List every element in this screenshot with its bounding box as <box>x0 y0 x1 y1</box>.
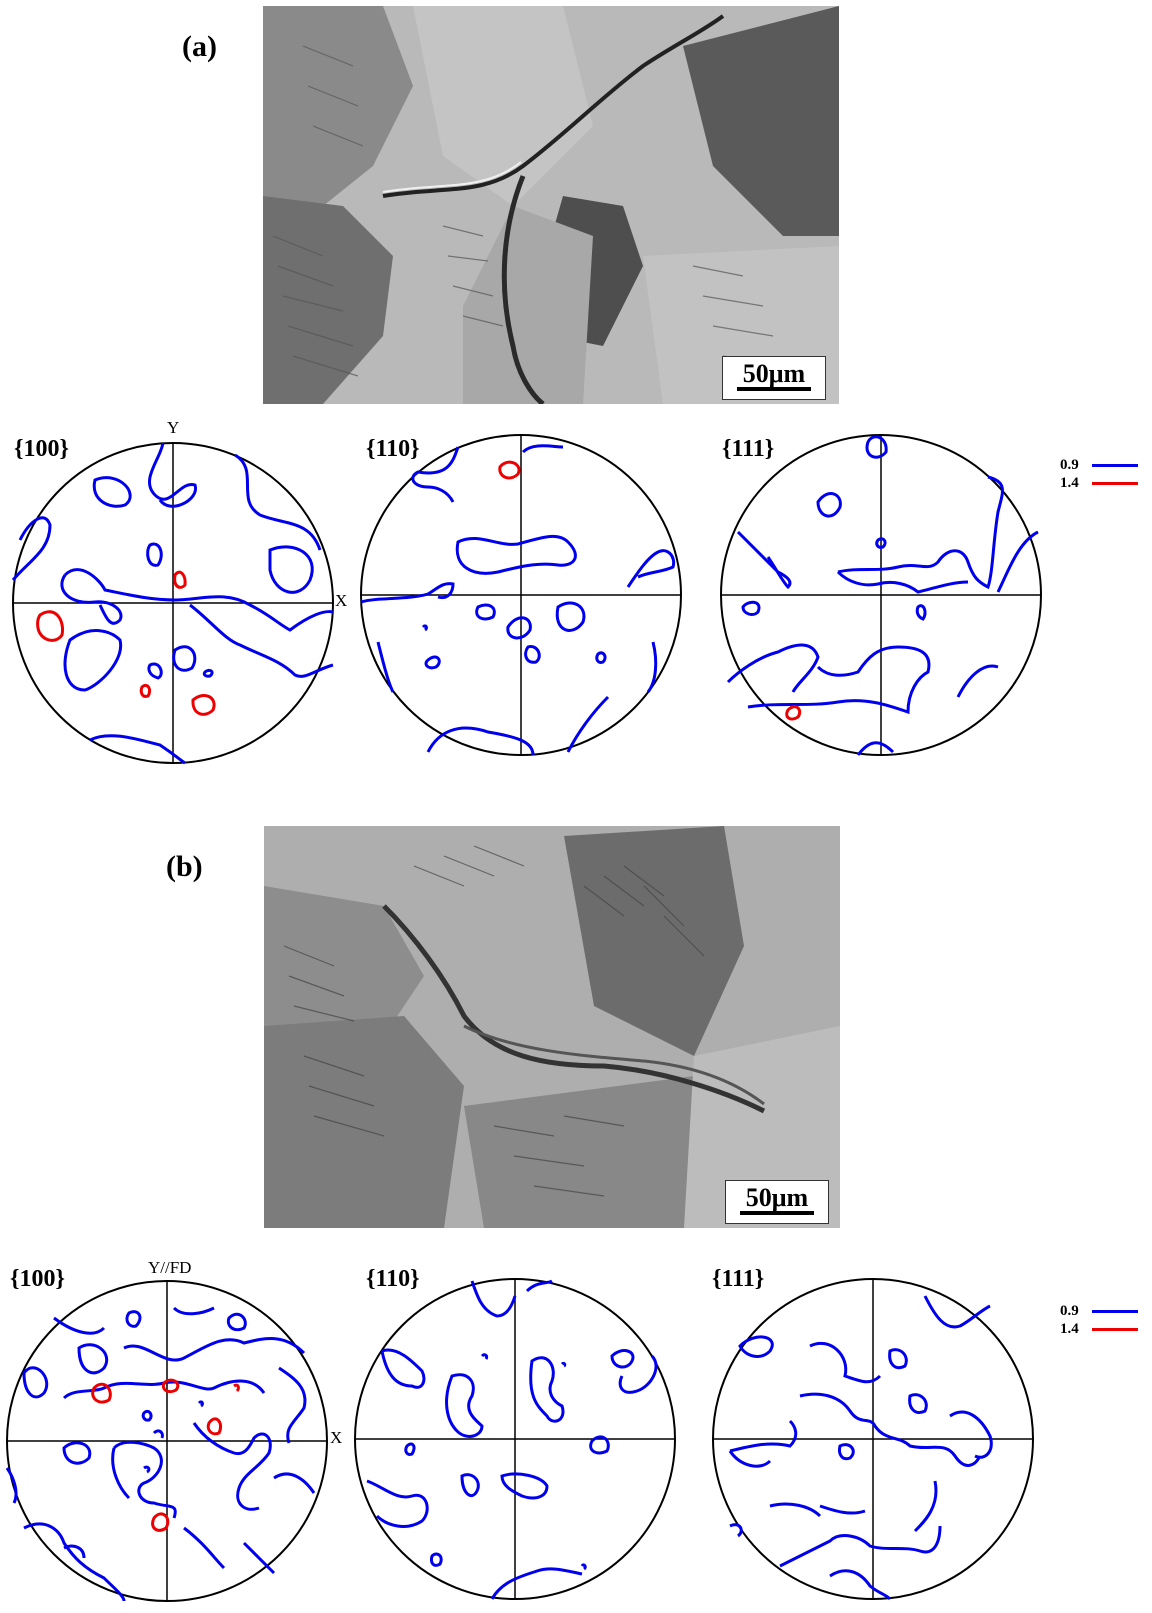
scale-bar-a-line <box>737 387 811 391</box>
panel-b-label: (b) <box>166 850 203 883</box>
legend-b-row-2: 1.4 <box>1060 1320 1138 1338</box>
scale-bar-b: 50μm <box>725 1180 829 1224</box>
legend-b-swatch-2 <box>1092 1327 1138 1331</box>
legend-a-row-2: 1.4 <box>1060 474 1138 492</box>
panel-a-label: (a) <box>182 30 217 63</box>
pf-b-110-title: {110} <box>366 1266 420 1292</box>
legend-a-swatch-1 <box>1092 463 1138 467</box>
pf-a-111-title: {111} <box>722 436 775 462</box>
pf-b-x-axis-label: X <box>330 1428 343 1447</box>
legend-a-level-1: 0.9 <box>1060 456 1079 473</box>
legend-b: 0.9 1.4 <box>1060 1302 1138 1338</box>
scale-bar-b-text: 50μm <box>745 1183 809 1212</box>
scale-bar-b-line <box>740 1211 814 1215</box>
legend-a-row-1: 0.9 <box>1060 456 1138 474</box>
pf-b-111-title: {111} <box>712 1266 765 1292</box>
pole-figure-b-111 <box>712 1278 1034 1601</box>
pf-b-y-axis-label: Y//FD <box>148 1258 192 1277</box>
pf-a-100-title: {100} <box>14 436 69 462</box>
pole-figure-b-110 <box>354 1278 676 1600</box>
pf-a-y-axis-label: Y <box>167 418 180 437</box>
pole-figure-a-110 <box>360 434 682 756</box>
legend-b-row-1: 0.9 <box>1060 1302 1138 1320</box>
legend-a-level-2: 1.4 <box>1060 474 1079 491</box>
pole-figure-b-100 <box>5 1280 328 1602</box>
legend-b-swatch-1 <box>1092 1309 1138 1313</box>
legend-b-level-2: 1.4 <box>1060 1320 1079 1337</box>
micrograph-a <box>263 6 839 404</box>
legend-b-level-1: 0.9 <box>1060 1302 1079 1319</box>
pole-figure-a-100 <box>11 442 334 765</box>
pf-a-110-title: {110} <box>366 436 420 462</box>
pf-a-x-axis-label: X <box>335 591 348 610</box>
legend-a-swatch-2 <box>1092 481 1138 485</box>
pf-b-100-title: {100} <box>10 1266 65 1292</box>
legend-a: 0.9 1.4 <box>1060 456 1138 492</box>
micrograph-b <box>264 826 840 1228</box>
scale-bar-a-text: 50μm <box>742 359 806 388</box>
scale-bar-a: 50μm <box>722 356 826 400</box>
pole-figure-a-111 <box>720 434 1042 756</box>
